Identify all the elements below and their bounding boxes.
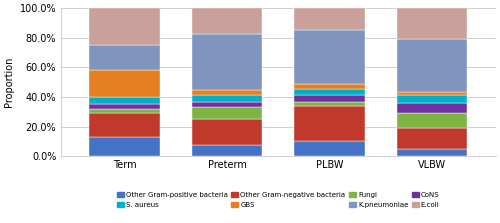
Legend: Other Gram-positive bacteria, S. aureus, Other Gram-negative bacteria, GBS, Fung: Other Gram-positive bacteria, S. aureus,… — [117, 192, 440, 208]
Y-axis label: Proportion: Proportion — [4, 57, 14, 107]
Bar — [294, 141, 364, 156]
Bar — [192, 145, 262, 156]
Bar — [90, 113, 160, 137]
Bar — [396, 93, 467, 95]
Bar — [192, 107, 262, 119]
Bar — [192, 90, 262, 95]
Bar — [396, 39, 467, 93]
Bar — [396, 95, 467, 103]
Bar — [192, 34, 262, 90]
Bar — [294, 95, 364, 102]
Bar — [396, 128, 467, 149]
Bar — [90, 97, 160, 104]
Bar — [90, 137, 160, 156]
Bar — [192, 119, 262, 145]
Bar — [90, 70, 160, 97]
Bar — [396, 113, 467, 128]
Bar — [294, 89, 364, 95]
Bar — [294, 84, 364, 89]
Bar — [294, 8, 364, 30]
Bar — [396, 103, 467, 113]
Bar — [294, 106, 364, 141]
Bar — [294, 102, 364, 106]
Bar — [396, 8, 467, 39]
Bar — [396, 149, 467, 156]
Bar — [294, 30, 364, 84]
Bar — [90, 104, 160, 109]
Bar — [192, 8, 262, 34]
Bar — [90, 8, 160, 45]
Bar — [90, 109, 160, 113]
Bar — [192, 102, 262, 107]
Bar — [90, 45, 160, 70]
Bar — [192, 95, 262, 102]
